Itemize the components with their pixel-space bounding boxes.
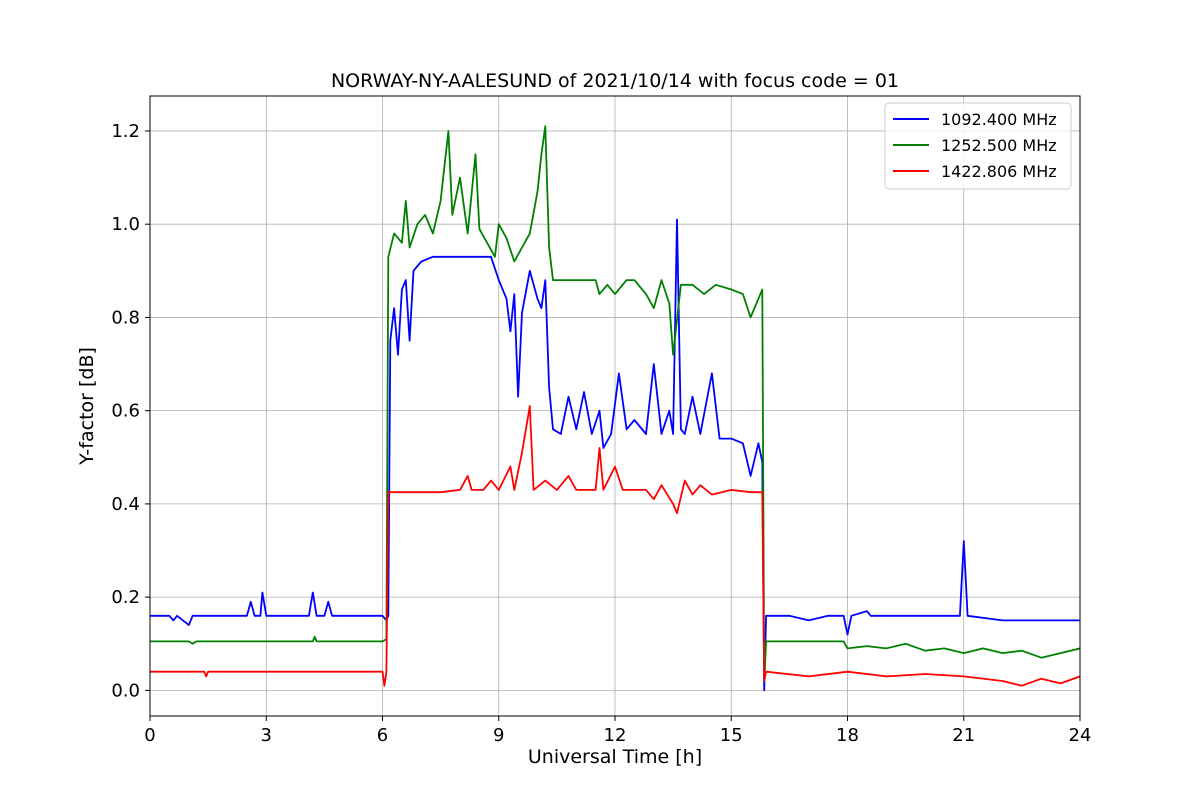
chart-title: NORWAY-NY-AALESUND of 2021/10/14 with fo… [331, 70, 899, 92]
series-layer [150, 125, 1080, 692]
x-tick-label: 6 [377, 725, 388, 746]
x-tick-label: 9 [493, 725, 504, 746]
x-tick-label: 15 [720, 725, 743, 746]
x-tick-label: 12 [604, 725, 627, 746]
y-tick-label: 0.2 [111, 587, 140, 608]
legend: 1092.400 MHz 1252.500 MHz 1422.806 MHz [884, 102, 1072, 190]
legend-label-1: 1252.500 MHz [941, 136, 1057, 155]
legend-label-0: 1092.400 MHz [941, 110, 1057, 129]
y-tick-label: 0.6 [111, 401, 140, 422]
x-tick-label: 21 [952, 725, 975, 746]
x-axis-label: Universal Time [h] [528, 746, 702, 768]
y-axis: 0.0 0.2 0.4 0.6 0.8 1.0 1.2 [111, 121, 150, 701]
y-tick-label: 1.2 [111, 121, 140, 142]
x-tick-label: 24 [1069, 725, 1092, 746]
x-tick-label: 3 [261, 725, 272, 746]
y-tick-label: 0.4 [111, 494, 140, 515]
x-tick-label: 18 [836, 725, 859, 746]
series-line-2 [150, 405, 1080, 687]
y-tick-label: 0.0 [111, 680, 140, 701]
y-tick-label: 0.8 [111, 307, 140, 328]
legend-box [884, 102, 1072, 190]
y-axis-label: Y-factor [dB] [76, 347, 98, 466]
x-axis: 0 3 6 9 12 15 18 21 24 [144, 716, 1091, 746]
series-line-1 [150, 125, 1080, 682]
x-tick-label: 0 [144, 725, 155, 746]
legend-label-2: 1422.806 MHz [941, 162, 1057, 181]
y-tick-label: 1.0 [111, 214, 140, 235]
